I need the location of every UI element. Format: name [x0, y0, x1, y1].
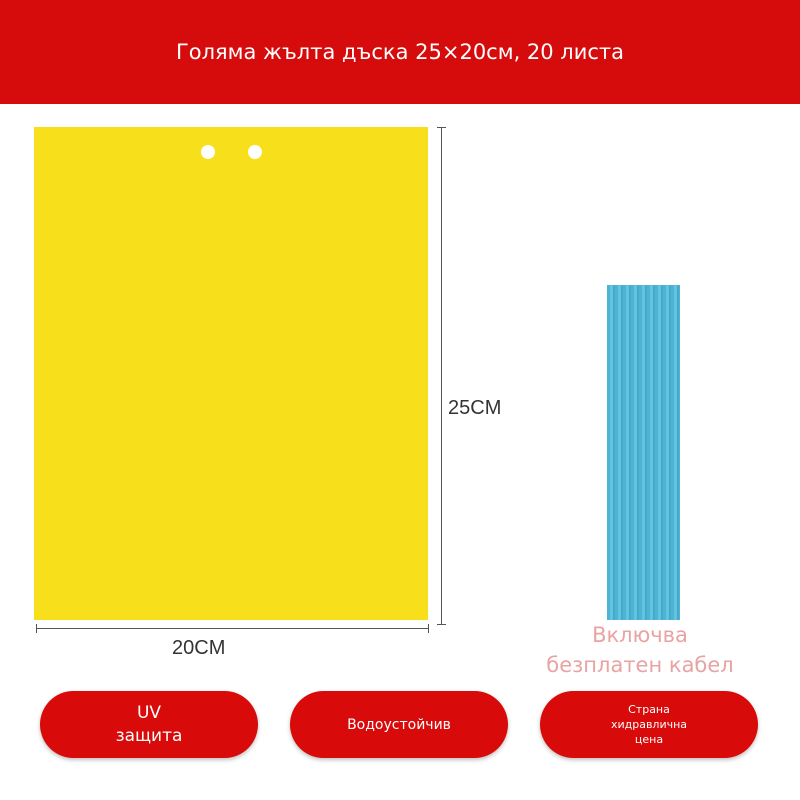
feature-label: хидравлична: [610, 718, 688, 731]
hanging-hole: [201, 145, 215, 159]
page-title: Голяма жълта дъска 25×20см, 20 листа: [175, 40, 625, 64]
width-dimension-line: [36, 628, 428, 629]
cable-caption-line: Включва: [592, 623, 688, 647]
feature-uv-protection: UV защита: [40, 691, 258, 758]
feature-label: цена: [634, 733, 664, 746]
dimension-tick: [437, 624, 446, 625]
feature-label: UV: [136, 702, 162, 723]
feature-waterproof: Водоустойчив: [290, 691, 508, 758]
feature-price: Страна хидравлична цена: [540, 691, 758, 758]
height-dimension-line: [441, 127, 442, 625]
width-label: 20CM: [172, 637, 226, 659]
feature-label: защита: [115, 725, 183, 746]
cable-caption-line: безплатен кабел: [546, 653, 734, 677]
blue-cable-tie: [607, 285, 680, 620]
hanging-hole: [248, 145, 262, 159]
dimension-tick: [36, 624, 37, 633]
height-label: 25CM: [448, 397, 502, 419]
cable-caption: Включва безплатен кабел: [520, 620, 760, 680]
header-banner: Голяма жълта дъска 25×20см, 20 листа: [0, 0, 800, 104]
yellow-sticky-board: [34, 127, 428, 620]
dimension-tick: [428, 624, 429, 633]
feature-label: Водоустойчив: [347, 716, 451, 733]
feature-label: Страна: [628, 703, 670, 716]
dimension-tick: [437, 127, 446, 128]
